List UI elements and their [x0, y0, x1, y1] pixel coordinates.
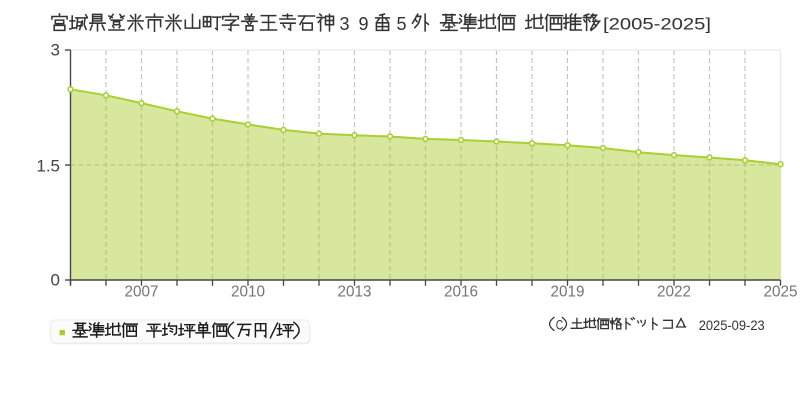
svg-text:2010: 2010 — [231, 284, 265, 301]
svg-text:3: 3 — [339, 14, 349, 34]
svg-text:3: 3 — [51, 41, 60, 60]
svg-text:5: 5 — [396, 14, 406, 34]
svg-text:2007: 2007 — [125, 284, 159, 301]
svg-text:2025-09-23: 2025-09-23 — [699, 318, 765, 333]
svg-text:2016: 2016 — [444, 284, 478, 301]
svg-text:2013: 2013 — [338, 284, 372, 301]
svg-text:9: 9 — [358, 14, 368, 34]
svg-text:[2005-2025]: [2005-2025] — [603, 15, 711, 34]
svg-text:2025: 2025 — [764, 284, 798, 301]
svg-text:1.5: 1.5 — [36, 156, 60, 175]
svg-text:0: 0 — [51, 271, 60, 290]
svg-text:2022: 2022 — [657, 284, 691, 301]
svg-text:C: C — [556, 317, 564, 332]
svg-text:2019: 2019 — [551, 284, 585, 301]
